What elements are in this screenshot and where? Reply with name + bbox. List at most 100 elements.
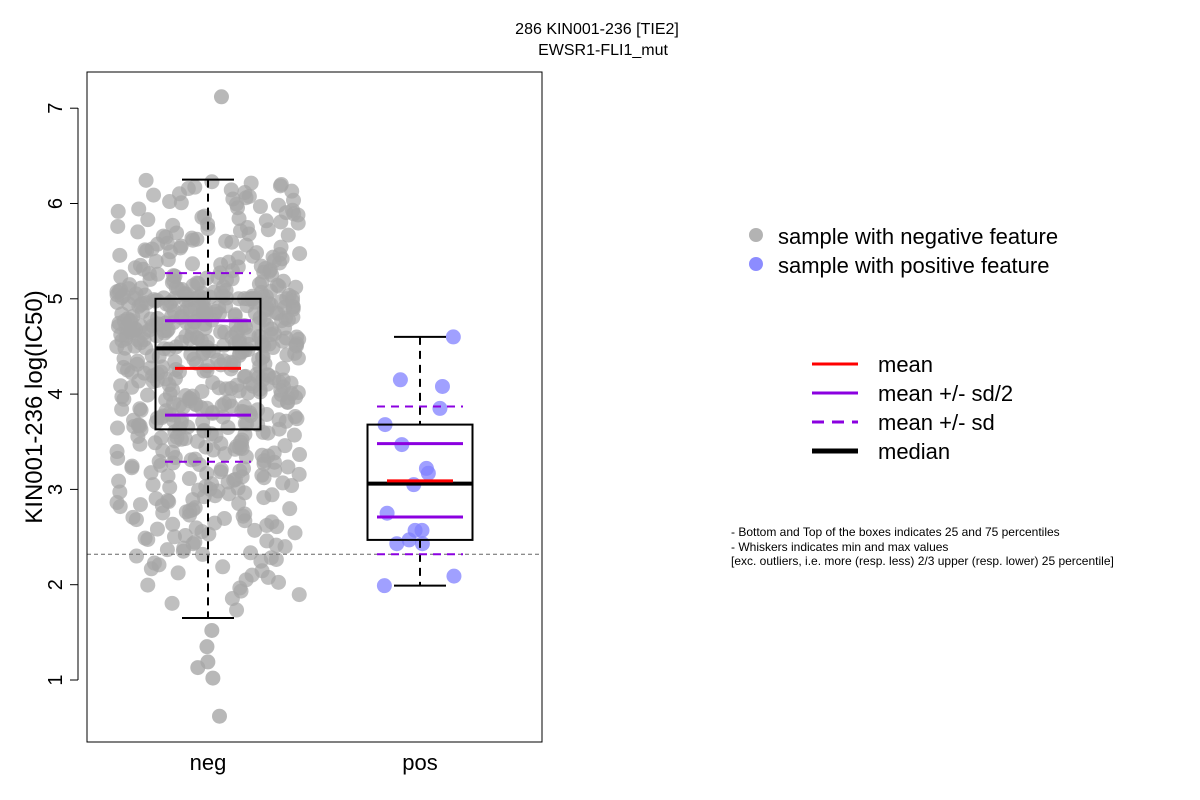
plot-area bbox=[86, 71, 543, 743]
y-tick-label: 3 bbox=[45, 484, 67, 495]
data-point-neg bbox=[132, 497, 148, 513]
data-point-neg bbox=[273, 239, 289, 255]
data-point-pos bbox=[420, 465, 436, 481]
legend-mean-label: mean bbox=[878, 352, 933, 377]
data-point-neg bbox=[213, 461, 229, 477]
data-point-neg bbox=[292, 246, 308, 262]
data-point-neg bbox=[197, 208, 213, 224]
data-point-neg bbox=[112, 247, 128, 263]
data-point-neg bbox=[124, 458, 140, 474]
y-tick-label: 4 bbox=[45, 389, 67, 400]
data-point-neg bbox=[137, 530, 153, 546]
outlier-point-neg bbox=[199, 639, 215, 655]
data-point-neg bbox=[264, 487, 280, 503]
data-point-neg bbox=[111, 473, 127, 489]
data-point-neg bbox=[280, 459, 296, 475]
outlier-point-neg bbox=[204, 622, 220, 638]
y-tick-label: 2 bbox=[45, 579, 67, 590]
x-axis: neg pos bbox=[190, 750, 438, 775]
data-point-neg bbox=[165, 217, 181, 233]
data-point-neg bbox=[146, 555, 162, 571]
data-point-neg bbox=[237, 368, 253, 384]
data-point-neg bbox=[113, 269, 129, 285]
data-point-neg bbox=[229, 602, 245, 618]
data-point-neg bbox=[195, 414, 211, 430]
data-point-neg bbox=[280, 227, 296, 243]
data-point-neg bbox=[258, 213, 274, 229]
data-point-pos bbox=[414, 536, 430, 552]
data-point-neg bbox=[166, 268, 182, 284]
outlier-point-neg bbox=[190, 660, 206, 676]
data-point-neg bbox=[289, 329, 305, 345]
legend-points: sample with negative feature sample with… bbox=[749, 224, 1058, 278]
data-point-neg bbox=[199, 270, 215, 286]
data-point-neg bbox=[254, 447, 270, 463]
data-point-neg bbox=[243, 175, 259, 191]
legend-negative-label: sample with negative feature bbox=[778, 224, 1058, 249]
data-point-neg bbox=[140, 387, 156, 403]
data-point-neg bbox=[150, 310, 166, 326]
data-point-neg bbox=[213, 324, 229, 340]
data-point-neg bbox=[114, 389, 130, 405]
data-point-neg bbox=[148, 491, 164, 507]
outlier-point-neg bbox=[213, 89, 229, 105]
data-point-neg bbox=[187, 451, 203, 467]
data-point-neg bbox=[247, 522, 263, 538]
legend-half-sd-label: mean +/- sd/2 bbox=[878, 381, 1013, 406]
data-point-neg bbox=[259, 533, 275, 549]
data-point-neg bbox=[145, 477, 161, 493]
data-point-pos bbox=[432, 400, 448, 416]
data-point-neg bbox=[130, 224, 146, 240]
data-point-neg bbox=[148, 253, 164, 269]
data-point-neg bbox=[164, 595, 180, 611]
data-point-neg bbox=[138, 172, 154, 188]
data-point-neg bbox=[266, 445, 282, 461]
note-line-3: [exc. outliers, i.e. more (resp. less) 2… bbox=[731, 554, 1114, 568]
data-point-neg bbox=[181, 471, 197, 487]
data-point-neg bbox=[227, 307, 243, 323]
plot-frame bbox=[86, 71, 543, 743]
data-point-neg bbox=[162, 479, 178, 495]
data-point-neg bbox=[230, 250, 246, 266]
data-point-neg bbox=[291, 587, 307, 603]
x-tick-label-neg: neg bbox=[190, 750, 227, 775]
data-point-neg bbox=[275, 360, 291, 376]
data-point-neg bbox=[109, 444, 125, 460]
legend-lines: mean mean +/- sd/2 mean +/- sd median bbox=[812, 352, 1013, 464]
data-point-neg bbox=[218, 233, 234, 249]
data-point-neg bbox=[110, 218, 126, 234]
data-point-pos bbox=[434, 378, 450, 394]
data-point-neg bbox=[155, 228, 171, 244]
data-point-neg bbox=[188, 520, 204, 536]
data-point-neg bbox=[255, 349, 271, 365]
data-point-neg bbox=[282, 501, 298, 517]
data-point-neg bbox=[187, 179, 203, 195]
data-point-neg bbox=[287, 525, 303, 541]
data-point-neg bbox=[142, 360, 158, 376]
data-point-neg bbox=[288, 279, 304, 295]
note-line-2: - Whiskers indicates min and max values bbox=[731, 540, 948, 554]
data-point-neg bbox=[264, 514, 280, 530]
data-point-neg bbox=[252, 199, 268, 215]
data-point-neg bbox=[160, 468, 176, 484]
data-point-neg bbox=[183, 346, 199, 362]
data-point-neg bbox=[271, 412, 287, 428]
data-point-neg bbox=[173, 238, 189, 254]
data-point-neg bbox=[165, 516, 181, 532]
data-point-neg bbox=[140, 577, 156, 593]
data-point-neg bbox=[131, 201, 147, 217]
data-point-neg bbox=[205, 375, 221, 391]
data-point-neg bbox=[146, 187, 162, 203]
data-point-neg bbox=[132, 257, 148, 273]
data-point-neg bbox=[271, 197, 287, 213]
data-point-neg bbox=[184, 230, 200, 246]
chart-subtitle: EWSR1-FLI1_mut bbox=[538, 42, 668, 59]
legend-sd-label: mean +/- sd bbox=[878, 410, 995, 435]
data-point-neg bbox=[263, 550, 279, 566]
y-axis-label: KIN001-236 log(IC50) bbox=[21, 290, 48, 523]
data-point-neg bbox=[275, 475, 291, 491]
data-point-neg bbox=[287, 409, 303, 425]
data-point-neg bbox=[128, 548, 144, 564]
data-point-neg bbox=[254, 467, 270, 483]
